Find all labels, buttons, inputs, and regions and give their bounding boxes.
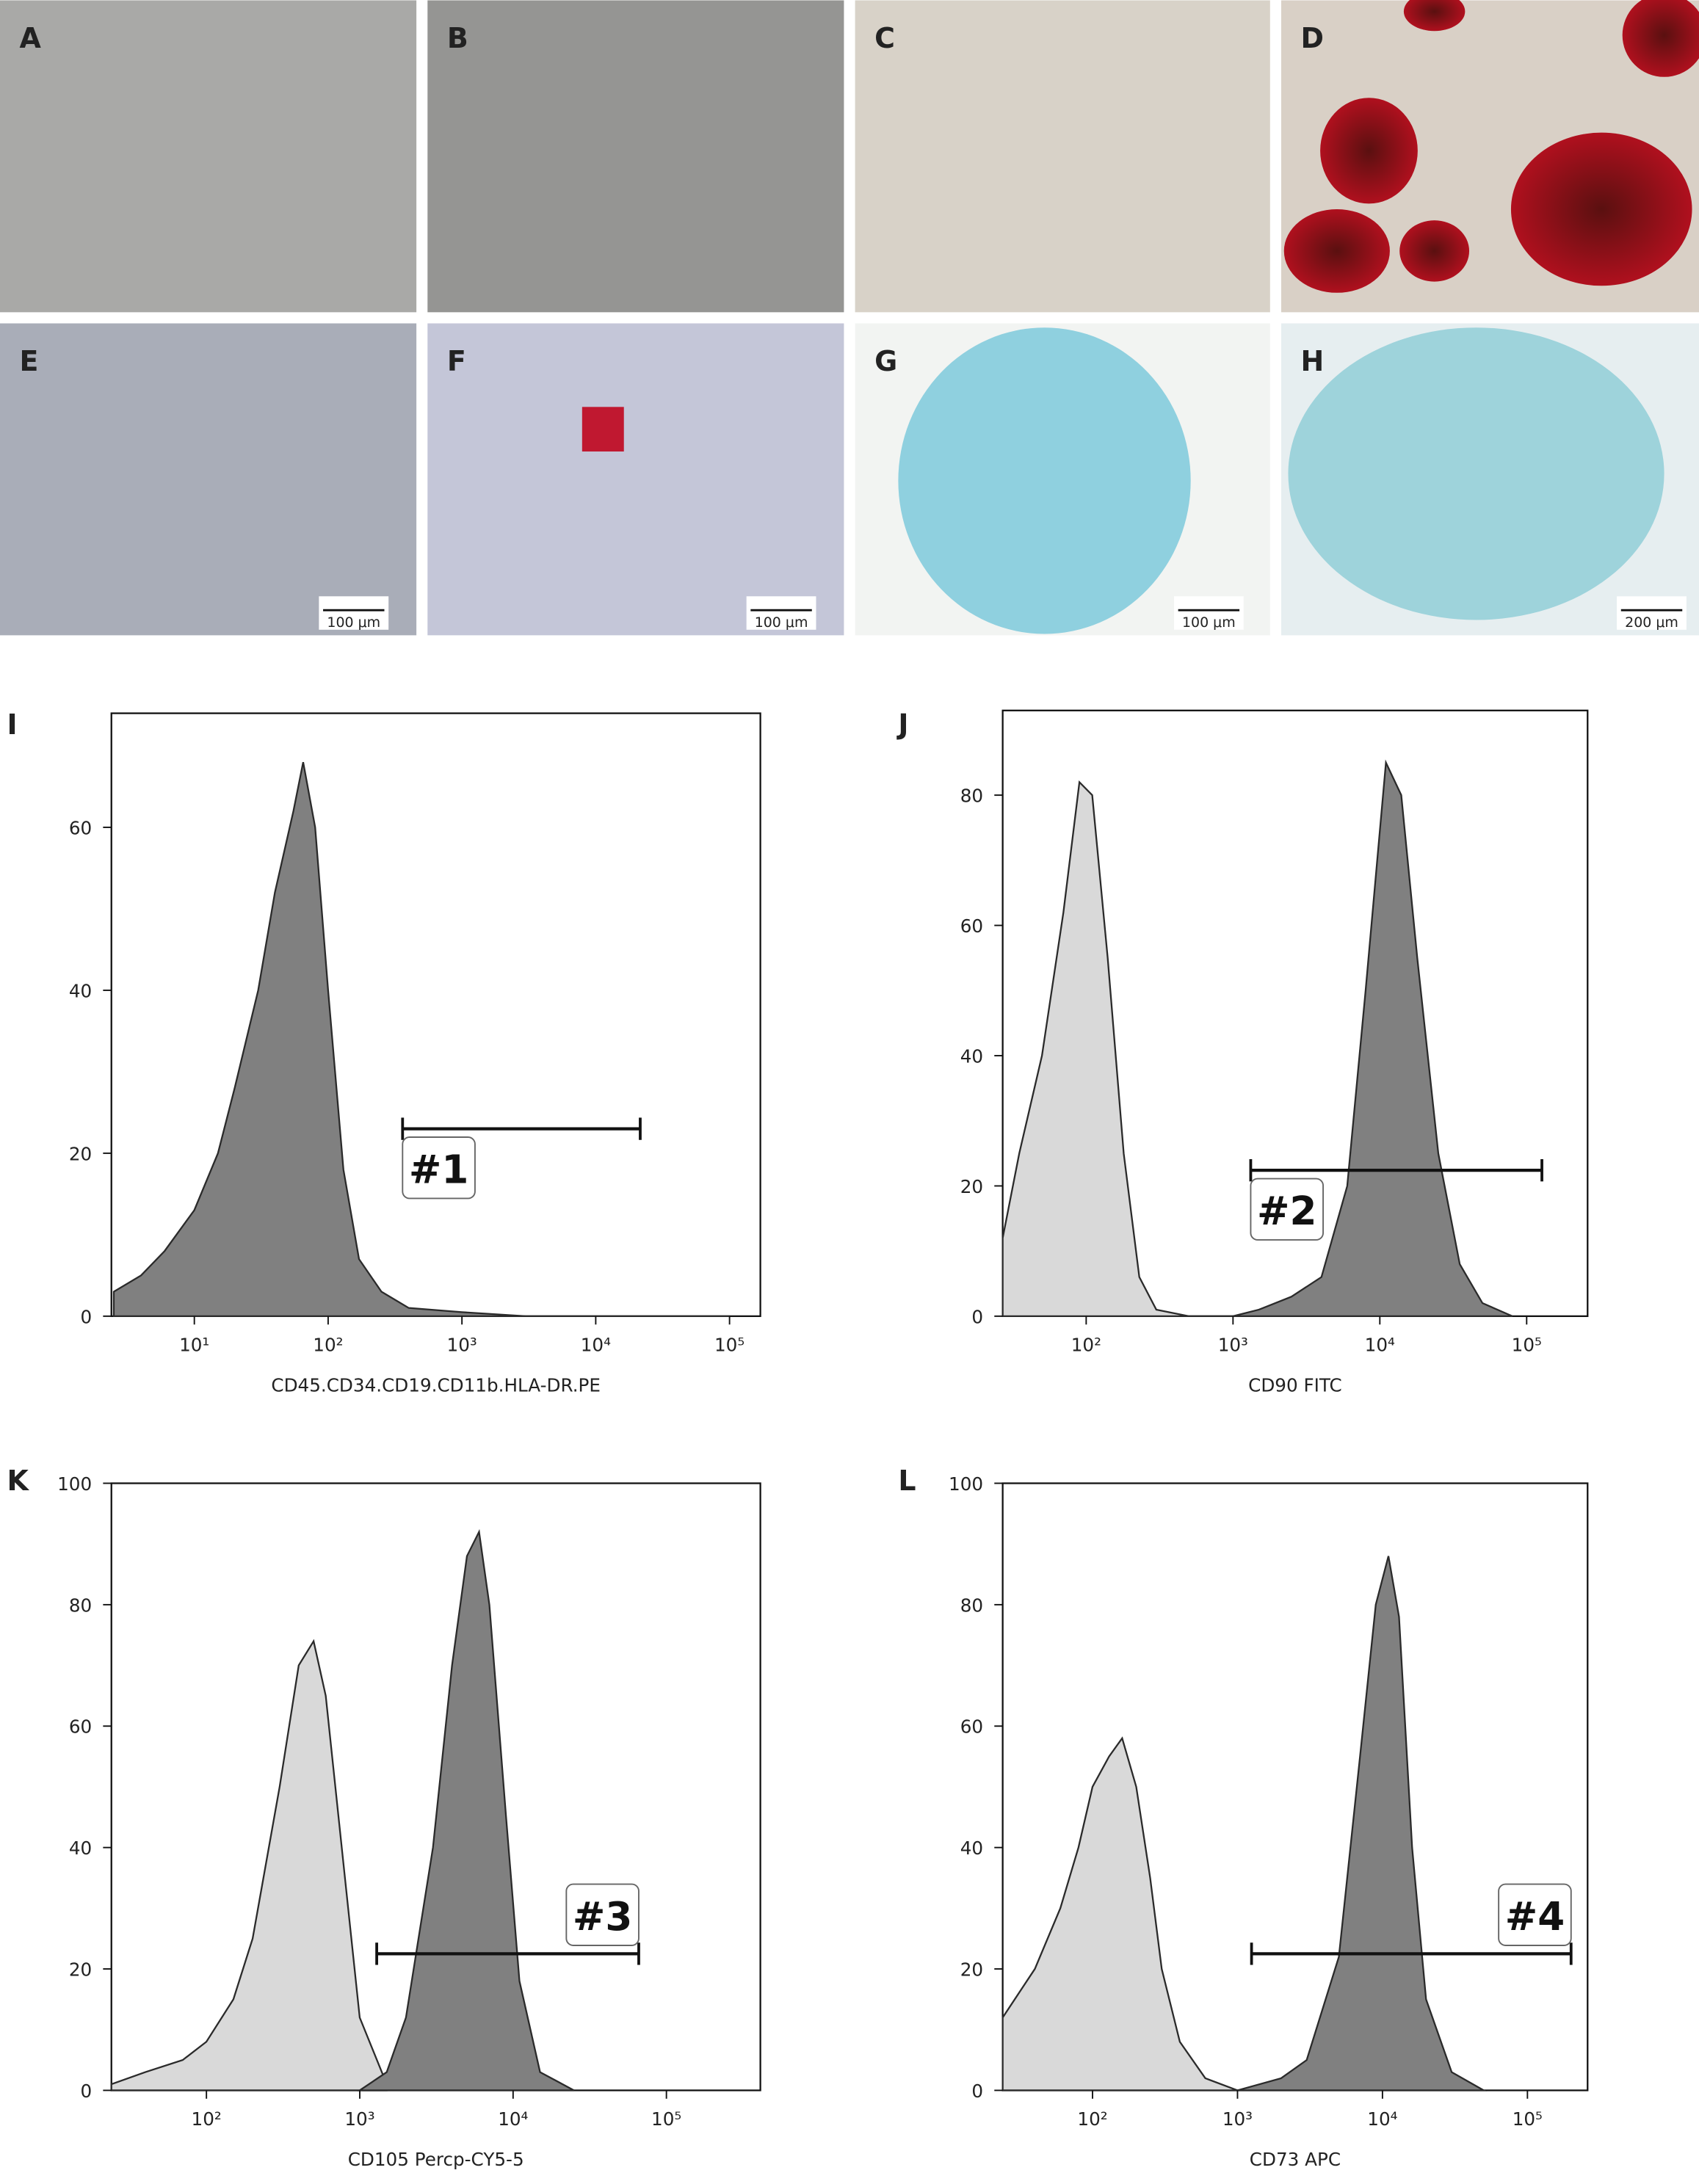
x-axis-label: CD90 FITC [1248, 1374, 1342, 1396]
panel-label: D [1301, 22, 1324, 54]
panel-label: I [7, 708, 17, 741]
x-tick-label: 10⁴ [498, 2108, 528, 2130]
gate-label: #4 [1505, 1894, 1565, 1940]
x-tick-label: 10⁵ [714, 1334, 745, 1355]
x-axis-label: CD73 APC [1250, 2149, 1341, 2170]
y-tick-label: 20 [960, 1959, 983, 1981]
y-tick-label: 100 [949, 1473, 983, 1495]
panel-label: E [20, 345, 39, 377]
y-tick-label: 60 [69, 1716, 92, 1738]
histogram-area [1237, 1556, 1488, 2092]
panel-label: H [1301, 345, 1325, 377]
scale-bar-label: 100 μm [755, 614, 808, 631]
y-tick-label: 60 [69, 817, 92, 838]
gate-box [1498, 1883, 1572, 1946]
y-tick-label: 40 [960, 1045, 983, 1067]
panel-label: A [20, 22, 42, 54]
x-tick-label: 10² [192, 2108, 222, 2130]
x-axis-label: CD105 Percp-CY5-5 [348, 2149, 524, 2170]
tissue [898, 327, 1191, 634]
x-tick-label: 10⁵ [651, 2108, 681, 2130]
histogram-area [357, 1528, 575, 2092]
y-tick-label: 0 [80, 1306, 92, 1327]
x-tick-label: 10⁴ [1365, 1334, 1395, 1355]
scale-bar-bg [319, 596, 389, 630]
gate-label: #1 [409, 1147, 468, 1193]
scale-bar-label: 100 μm [1182, 614, 1236, 631]
y-tick-label: 0 [971, 2080, 983, 2102]
gate-box [1250, 1178, 1325, 1241]
y-tick-label: 40 [69, 980, 92, 1001]
scale-bar-label: 200 μm [1625, 614, 1678, 631]
histogram-area [1233, 759, 1513, 1318]
y-tick-label: 80 [960, 786, 983, 807]
y-tick-label: 0 [80, 2080, 92, 2102]
stain-spot [582, 407, 624, 452]
y-tick-label: 80 [960, 1595, 983, 1616]
tissue [1288, 327, 1664, 620]
gate-label: #3 [573, 1894, 632, 1940]
x-axis-label: CD45.CD34.CD19.CD11b.HLA-DR.PE [271, 1374, 601, 1396]
photo-c [855, 0, 1270, 313]
y-tick-label: 40 [960, 1837, 983, 1859]
x-tick-label: 10⁴ [1367, 2108, 1397, 2130]
charts: I 0 20 40 60 10¹ 10² 10³ 10⁴ 10⁵ CD45.CD34.CD19.CD… [7, 708, 1589, 2170]
panel-label: B [447, 22, 468, 54]
gate-label: #2 [1257, 1189, 1316, 1234]
x-tick-label: 10³ [1218, 1334, 1248, 1355]
scale-bar-bg [746, 596, 816, 630]
histogram-area [112, 761, 730, 1318]
x-tick-label: 10⁵ [1512, 1334, 1542, 1355]
photo-e [0, 323, 417, 636]
panel-label: L [898, 1465, 916, 1497]
histogram-area [110, 1639, 388, 2092]
photo-a [0, 0, 417, 313]
x-tick-label: 10² [313, 1334, 343, 1355]
x-tick-label: 10¹ [179, 1334, 209, 1355]
scale-bar-label: 100 μm [327, 614, 380, 631]
gate-box [565, 1883, 640, 1946]
y-tick-label: 40 [69, 1837, 92, 1859]
x-tick-label: 10⁵ [1513, 2108, 1543, 2130]
histogram-area [1001, 1736, 1238, 2092]
y-tick-label: 20 [960, 1176, 983, 1197]
x-tick-label: 10² [1077, 2108, 1107, 2130]
x-tick-label: 10⁴ [581, 1334, 611, 1355]
stain-blobs [1283, 0, 1699, 293]
y-tick-label: 80 [69, 1595, 92, 1616]
y-tick-label: 20 [69, 1143, 92, 1164]
panel-label: F [447, 345, 466, 377]
y-tick-label: 100 [57, 1473, 92, 1495]
x-tick-label: 10³ [1222, 2108, 1253, 2130]
gate-box [402, 1136, 476, 1200]
y-tick-label: 0 [971, 1306, 983, 1327]
y-tick-label: 60 [960, 1716, 983, 1738]
panel-label: J [896, 708, 908, 741]
y-tick-label: 20 [69, 1959, 92, 1981]
photo-f [427, 323, 844, 636]
x-tick-label: 10³ [344, 2108, 374, 2130]
photo-b [427, 0, 844, 313]
panel-label: K [7, 1465, 29, 1497]
scale-bar-bg [1173, 596, 1244, 630]
panel-label: G [874, 345, 897, 377]
x-tick-label: 10³ [447, 1334, 477, 1355]
x-tick-label: 10² [1071, 1334, 1101, 1355]
scale-bar-bg [1617, 596, 1687, 630]
panel-label: C [874, 22, 895, 54]
y-tick-label: 60 [960, 915, 983, 937]
histogram-area [1001, 780, 1234, 1318]
